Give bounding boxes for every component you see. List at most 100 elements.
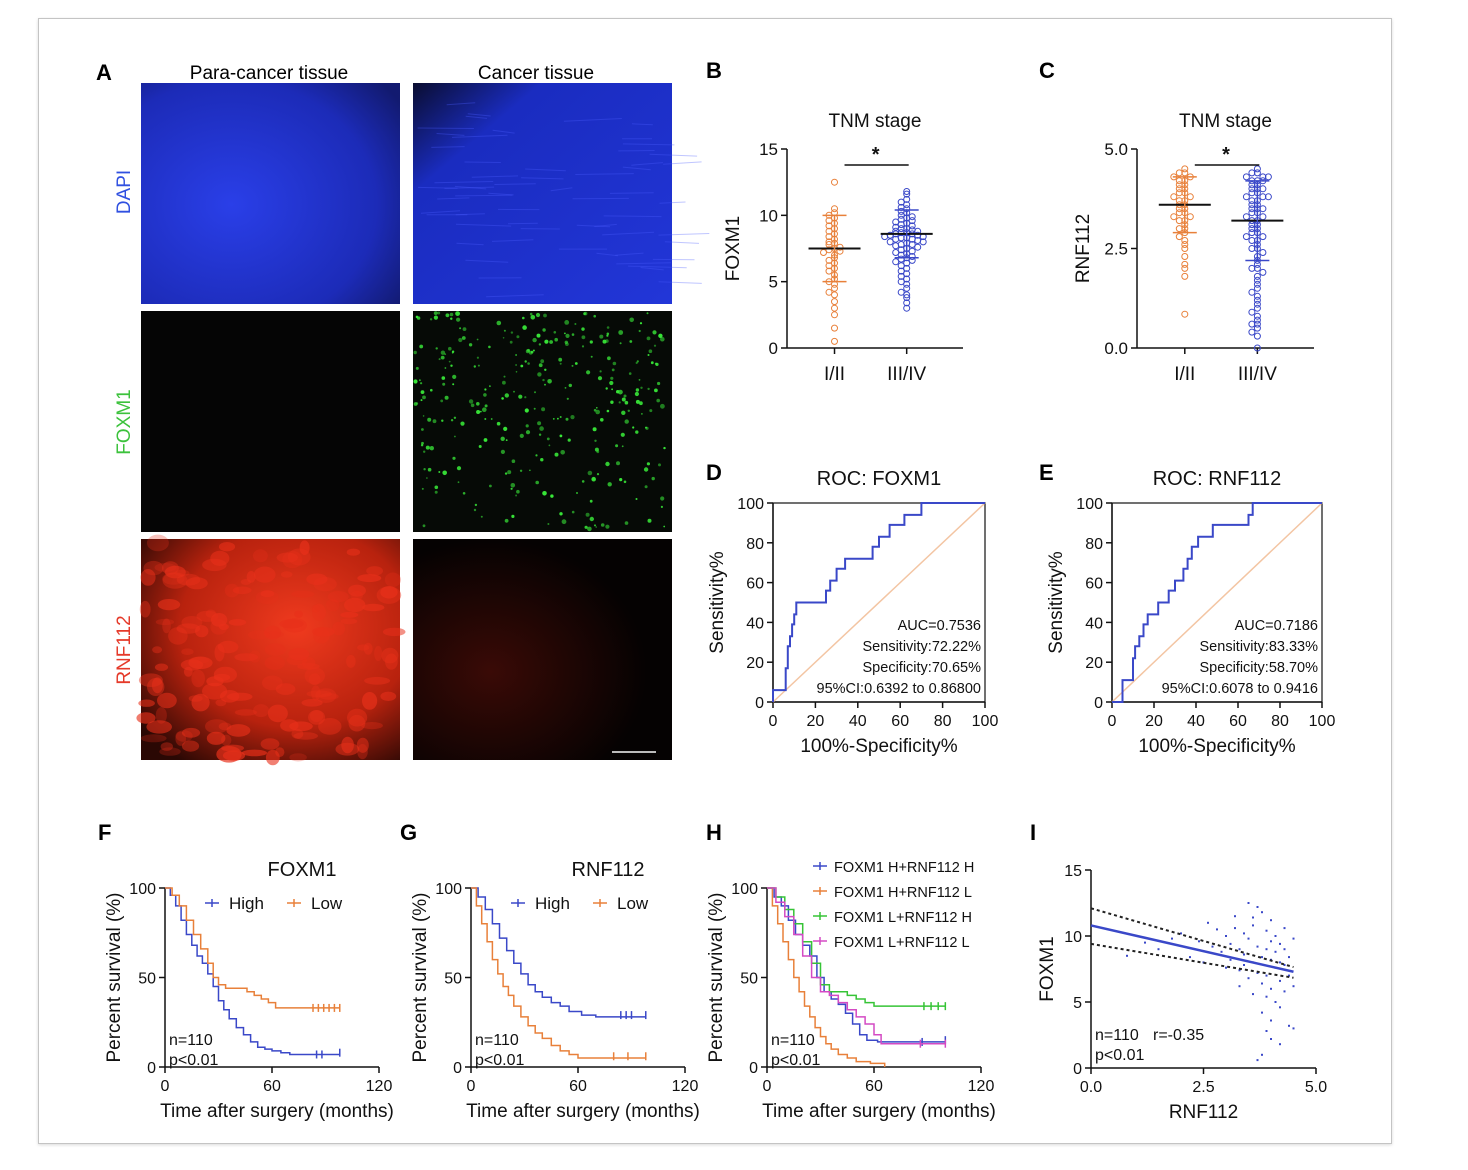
stain-dot [621, 397, 626, 402]
stain-dot [542, 378, 545, 382]
data-point [919, 238, 927, 246]
y-tick-label: 100 [1076, 496, 1103, 513]
stain-blob [291, 590, 315, 598]
stain-blob [356, 737, 369, 753]
x-tick-label: 2.5 [1192, 1079, 1214, 1096]
data-point [1259, 205, 1267, 213]
stain-blob [267, 704, 288, 723]
data-point [1252, 993, 1254, 996]
data-point [1256, 1059, 1259, 1062]
data-point [1253, 284, 1261, 292]
data-point [825, 288, 833, 296]
data-point [1175, 169, 1183, 177]
data-point [903, 299, 911, 307]
y-tick-label: 10 [1064, 929, 1082, 946]
stain-blob [162, 618, 171, 634]
stain-dot [653, 344, 657, 347]
stain-dot [647, 518, 652, 523]
stain-blob [311, 604, 321, 613]
stain-dot [445, 313, 450, 318]
stain-blob [136, 712, 156, 724]
roc-annotation: 95%CI:0.6392 to 0.86800 [817, 681, 981, 697]
panel-letter-i: I [1030, 820, 1036, 845]
stain-dot [420, 399, 423, 402]
stain-dot [660, 336, 665, 342]
panel-letter-d: D [706, 460, 722, 485]
stain-dot [655, 362, 659, 366]
data-point [1186, 193, 1194, 201]
stain-dot [554, 452, 559, 457]
stain-dot [534, 391, 536, 394]
data-point [1126, 954, 1128, 957]
data-point [831, 337, 838, 345]
stain-dot [468, 399, 474, 404]
data-point [892, 249, 900, 256]
stain-blob [215, 699, 227, 707]
stain-dot [473, 508, 477, 512]
col-label-cancer: Cancer tissue [478, 63, 594, 84]
stain-dot [658, 463, 661, 467]
stain-blob [191, 693, 210, 712]
data-point [1256, 906, 1259, 908]
stain-dot [606, 334, 609, 337]
stain-dot [444, 395, 449, 400]
stain-dot [594, 524, 596, 527]
data-point [1259, 233, 1267, 241]
stain-dot [540, 458, 544, 462]
stain-dot [542, 491, 547, 496]
panel-letter-g: G [400, 820, 417, 845]
stain-dot [610, 400, 614, 404]
data-point [1264, 193, 1272, 201]
stain-dot [559, 416, 562, 418]
data-point [825, 227, 833, 235]
stain-dot [440, 399, 444, 403]
stain-dot [643, 467, 649, 472]
data-point [1288, 1024, 1290, 1027]
stain-dot [476, 338, 479, 341]
stain-blob [232, 586, 252, 595]
stain-dot [433, 315, 438, 320]
stain-dot [524, 360, 527, 363]
data-point [1270, 987, 1272, 990]
data-point [1261, 1053, 1263, 1056]
stain-dot [599, 370, 602, 373]
stain-blob [293, 732, 319, 740]
stain-dot [648, 349, 653, 354]
stain-dot [420, 390, 425, 394]
stain-dot [597, 376, 603, 381]
stain-streak [471, 175, 519, 178]
data-point [1253, 292, 1261, 300]
y-tick-label: 0 [769, 339, 778, 358]
data-point [1253, 316, 1261, 324]
stain-dot [537, 421, 542, 426]
data-point [1181, 310, 1189, 318]
stain-streak [465, 259, 509, 263]
stain-dot [515, 354, 517, 356]
stain-blob [224, 583, 240, 598]
stain-dot [635, 498, 638, 500]
stain-dot [505, 439, 508, 441]
data-point [1170, 213, 1178, 221]
roc-annotation: AUC=0.7536 [898, 618, 981, 634]
stain-dot [448, 346, 452, 351]
stain-dot [470, 403, 475, 408]
stain-blob [335, 742, 360, 756]
stain-dot [482, 407, 487, 413]
stain-dot [535, 480, 539, 485]
stain-blob [312, 603, 326, 621]
stain-dot [421, 487, 424, 490]
data-point [886, 238, 894, 246]
data-point [903, 195, 911, 203]
stain-dot [596, 473, 600, 476]
stain-dot [565, 417, 569, 421]
micrograph-texture [136, 102, 710, 766]
stain-blob [380, 586, 398, 599]
data-point [1248, 288, 1256, 296]
stain-dot [476, 402, 480, 406]
x-tick-label: 100 [1309, 713, 1336, 730]
data-point [1292, 1027, 1295, 1030]
stain-dot [456, 317, 461, 322]
stain-blob [275, 747, 285, 757]
data-point [897, 272, 905, 280]
stain-dot [596, 407, 598, 409]
